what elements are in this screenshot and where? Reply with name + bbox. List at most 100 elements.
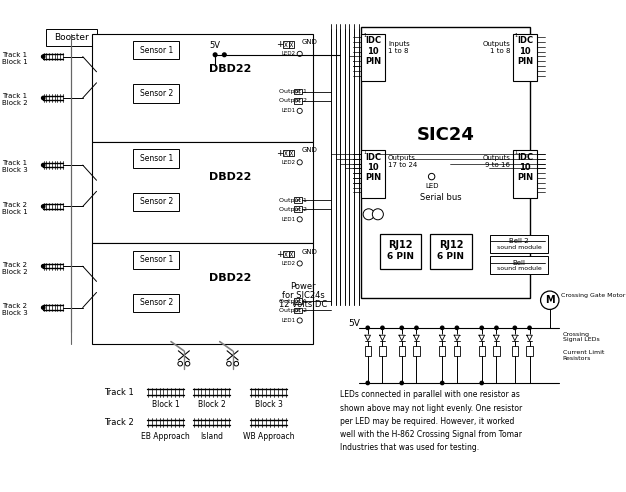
Text: Track 1
Block 2: Track 1 Block 2 [2,93,28,106]
Circle shape [541,291,559,309]
Text: LED2: LED2 [282,261,295,266]
Bar [289,150,294,156]
Text: EB Approach: EB Approach [141,432,190,441]
Polygon shape [512,335,518,340]
Text: Track 1
Block 1: Track 1 Block 1 [2,52,28,65]
Bar [361,33,385,82]
Polygon shape [454,335,459,340]
Text: LED1: LED1 [282,217,295,222]
Circle shape [400,326,403,330]
Text: 5V: 5V [348,319,360,328]
Circle shape [41,163,45,167]
Text: 1: 1 [515,150,518,154]
Text: Block 3: Block 3 [255,400,282,409]
Text: Track 2
Block 2: Track 2 Block 2 [2,262,28,275]
Bar [133,193,179,211]
Text: +: + [275,40,283,49]
Bar [478,346,485,356]
Text: 9 to 16: 9 to 16 [485,162,510,168]
Bar [92,243,312,344]
Text: LED1: LED1 [282,318,295,323]
Text: +: + [275,250,283,259]
Text: PIN: PIN [365,174,381,183]
Bar [133,150,179,168]
Text: IDC: IDC [365,153,381,162]
Bar [133,250,179,269]
Text: IDC: IDC [365,36,381,45]
Text: Output 1: Output 1 [279,89,307,94]
Text: LED1: LED1 [282,108,295,113]
Circle shape [363,209,374,220]
Circle shape [213,53,217,57]
Polygon shape [494,335,499,340]
Text: 10: 10 [367,47,379,56]
Text: sound module: sound module [496,246,541,250]
Polygon shape [380,335,385,340]
Text: DBD22: DBD22 [208,273,251,283]
Text: PIN: PIN [365,57,381,66]
Circle shape [441,326,444,330]
Polygon shape [414,335,419,340]
Polygon shape [365,335,371,340]
Text: 10: 10 [367,163,379,172]
Text: Island: Island [200,432,223,441]
Bar [361,151,385,198]
Text: Sensor 1: Sensor 1 [140,154,173,163]
Text: 1: 1 [363,150,366,154]
Text: IDC: IDC [517,36,533,45]
Circle shape [366,381,369,385]
Bar [294,98,302,103]
Text: 10: 10 [519,163,531,172]
Circle shape [185,362,190,366]
Bar [380,234,421,269]
Bar [399,346,405,356]
Text: Crossing Gate Motor: Crossing Gate Motor [561,293,625,298]
Text: Block 2: Block 2 [198,400,225,409]
Text: Block 1: Block 1 [151,400,180,409]
Text: Sensor 2: Sensor 2 [140,299,173,308]
Circle shape [400,381,403,385]
Text: GND: GND [302,248,317,254]
Text: 1: 1 [515,33,518,38]
Text: Output 1: Output 1 [279,197,307,203]
Text: 1 to 8: 1 to 8 [388,48,408,54]
Bar [364,346,371,356]
Text: 6 PIN: 6 PIN [438,251,464,261]
Circle shape [415,326,418,330]
Text: IDC: IDC [517,153,533,162]
Bar [283,41,289,48]
Text: 17 to 24: 17 to 24 [388,162,417,168]
Bar [133,41,179,60]
Bar [511,346,518,356]
Text: sound module: sound module [496,267,541,272]
Bar [283,251,289,257]
Circle shape [41,205,45,208]
Text: for SIC24s: for SIC24s [282,291,325,300]
Bar [490,235,548,253]
Bar [430,234,471,269]
Bar [361,27,530,299]
Circle shape [222,53,226,57]
Circle shape [480,381,483,385]
Bar [526,346,533,356]
Text: LED: LED [425,183,438,189]
Text: Outputs: Outputs [483,41,510,47]
Text: 5V: 5V [210,41,220,50]
Polygon shape [527,335,532,340]
Bar [133,294,179,312]
Bar [294,308,302,313]
Polygon shape [399,335,404,340]
Text: Bell: Bell [513,260,525,266]
Bar [289,41,294,48]
Text: Track 2: Track 2 [104,418,133,427]
Text: Sensor 2: Sensor 2 [140,197,173,206]
Bar [289,251,294,257]
Text: Sensor 1: Sensor 1 [140,46,173,55]
Text: Power: Power [290,282,316,291]
Circle shape [455,326,459,330]
Text: 10: 10 [519,47,531,56]
Text: Track 1
Block 3: Track 1 Block 3 [2,160,28,174]
Text: RJ12: RJ12 [388,240,413,250]
Text: LEDs connected in parallel with one resistor as
shown above may not light evenly: LEDs connected in parallel with one resi… [340,390,523,452]
Text: PIN: PIN [517,57,533,66]
